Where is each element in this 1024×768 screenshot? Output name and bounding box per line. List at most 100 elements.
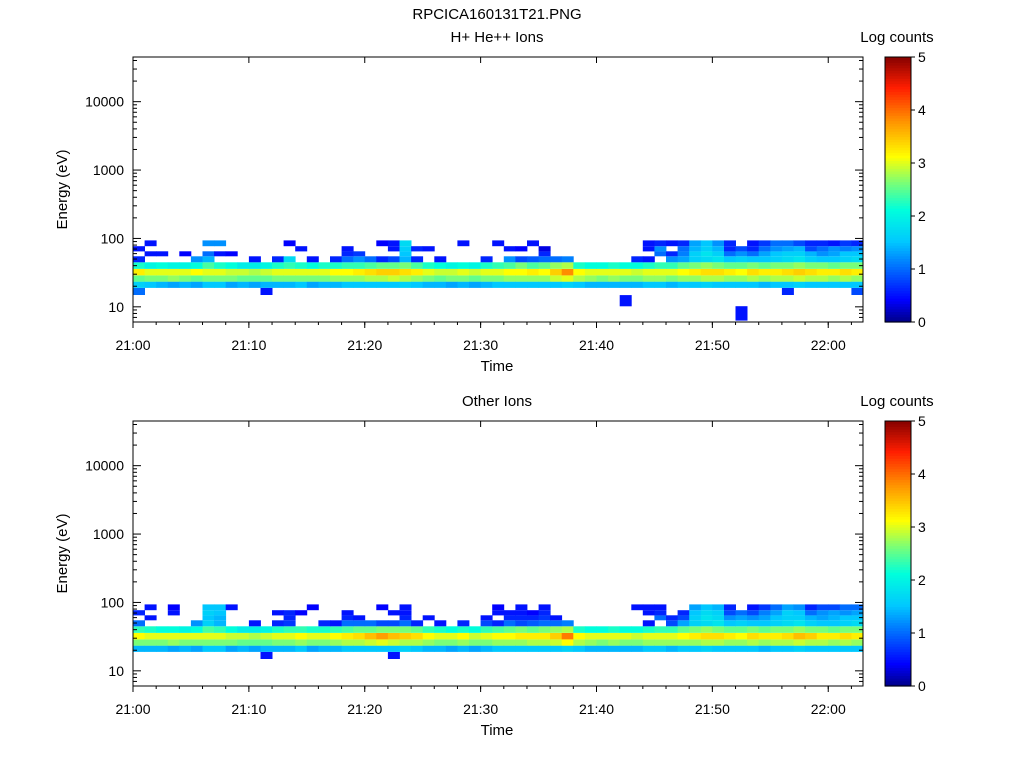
colorbar-segment: [885, 625, 911, 629]
spectrogram-cell: [851, 639, 864, 646]
spectrogram-cell: [689, 633, 702, 640]
spectrogram-cell: [747, 610, 760, 616]
spectrogram-cell: [816, 610, 829, 616]
spectrogram-cell: [376, 604, 389, 611]
spectrogram-cell: [747, 633, 760, 640]
colorbar-segment: [885, 662, 911, 666]
colorbar-segment: [885, 253, 911, 257]
spectrogram-cell: [747, 275, 760, 282]
spectrogram-cell: [689, 615, 702, 621]
spectrogram-cell: [272, 269, 284, 276]
spectrogram-cell: [133, 256, 145, 263]
spectrogram-cell: [225, 275, 238, 282]
colorbar-segment: [885, 643, 911, 647]
spectrogram-cell: [376, 240, 389, 247]
spectrogram-cell: [724, 251, 736, 257]
spectrogram-cell: [724, 645, 736, 652]
spectrogram-cell: [144, 633, 157, 640]
spectrogram-cell: [851, 615, 864, 621]
spectrogram-cell: [805, 615, 818, 621]
spectrogram-cell: [341, 615, 354, 621]
spectrogram-cell: [747, 615, 760, 621]
spectrogram-cell: [619, 269, 632, 276]
spectrogram-cell: [561, 275, 574, 282]
spectrogram-cell: [573, 262, 586, 269]
colorbar-segment: [885, 442, 911, 446]
spectrogram-cell: [747, 281, 760, 288]
colorbar-segment: [885, 595, 911, 600]
colorbar-segment: [885, 651, 911, 655]
colorbar-segment: [885, 255, 911, 259]
spectrogram-cell: [260, 262, 273, 269]
spectrogram-cell: [225, 639, 238, 646]
spectrogram-cell: [677, 645, 690, 652]
colorbar-segment: [885, 487, 911, 491]
spectrogram-cell: [816, 639, 829, 646]
spectrogram-cell: [770, 275, 783, 282]
spectrogram-cell: [283, 626, 296, 633]
spectrogram-cell: [411, 639, 424, 646]
spectrogram-cell: [805, 626, 818, 633]
spectrogram-cell: [330, 633, 342, 640]
spectrogram-cell: [631, 269, 644, 276]
spectrogram-cell: [295, 275, 308, 282]
colorbar-segment: [885, 152, 911, 156]
spectrogram-cell: [179, 251, 192, 257]
spectrogram-cell: [283, 633, 296, 640]
spectrogram-cell: [642, 645, 655, 652]
spectrogram-cell: [225, 251, 238, 257]
spectrogram-cell: [399, 269, 412, 276]
spectrogram-cell: [411, 246, 424, 252]
spectrogram-cell: [666, 262, 678, 269]
colorbar-segment: [885, 426, 911, 430]
spectrogram-cell: [538, 281, 551, 288]
spectrogram-cell: [816, 256, 829, 263]
spectrogram-cell: [712, 269, 725, 276]
spectrogram-cell: [387, 281, 400, 288]
spectrogram-cell: [272, 256, 284, 263]
spectrogram-cell: [202, 262, 215, 269]
spectrogram-cell: [411, 275, 424, 282]
spectrogram-cell: [248, 262, 261, 269]
spectrogram-cell: [480, 626, 493, 633]
colorbar-segment: [885, 218, 911, 222]
spectrogram-cell: [202, 256, 215, 263]
spectrogram-cell: [851, 256, 864, 263]
colorbar-segment: [885, 319, 911, 323]
spectrogram-cell: [411, 281, 424, 288]
spectrogram-cell: [469, 269, 481, 276]
spectrogram-cell: [434, 262, 447, 269]
figure-title: RPCICA160131T21.PNG: [412, 6, 581, 23]
colorbar-segment: [885, 463, 911, 467]
spectrogram-cell: [712, 240, 725, 247]
spectrogram-cell: [828, 645, 841, 652]
colorbar-tick-label: 0: [918, 678, 926, 694]
spectrogram-cell: [793, 639, 806, 646]
spectrogram-cell: [781, 256, 794, 263]
spectrogram-cell: [712, 604, 725, 611]
spectrogram-cell: [237, 626, 250, 633]
spectrogram-cell: [503, 626, 516, 633]
spectrogram-cell: [839, 615, 852, 621]
spectrogram-cell: [793, 262, 806, 269]
spectrogram-cell: [469, 281, 481, 288]
colorbar-segment: [885, 444, 911, 449]
spectrogram-cell: [445, 626, 458, 633]
colorbar-segment: [885, 300, 911, 305]
spectrogram-cell: [492, 275, 505, 282]
spectrogram-cell: [550, 269, 563, 276]
spectrogram-cell: [619, 275, 632, 282]
spectrogram-cell: [538, 262, 551, 269]
y-tick-label: 100: [101, 230, 125, 246]
spectrogram-cell: [214, 269, 227, 276]
spectrogram-cell: [248, 620, 261, 627]
spectrogram-cell: [550, 262, 563, 269]
spectrogram-cell: [295, 633, 308, 640]
spectrogram-cell: [689, 275, 702, 282]
spectrogram-cell: [631, 604, 644, 611]
spectrogram-cell: [828, 251, 841, 257]
spectrogram-cell: [503, 610, 516, 616]
spectrogram-cell: [445, 262, 458, 269]
colorbar-segment: [885, 123, 911, 127]
